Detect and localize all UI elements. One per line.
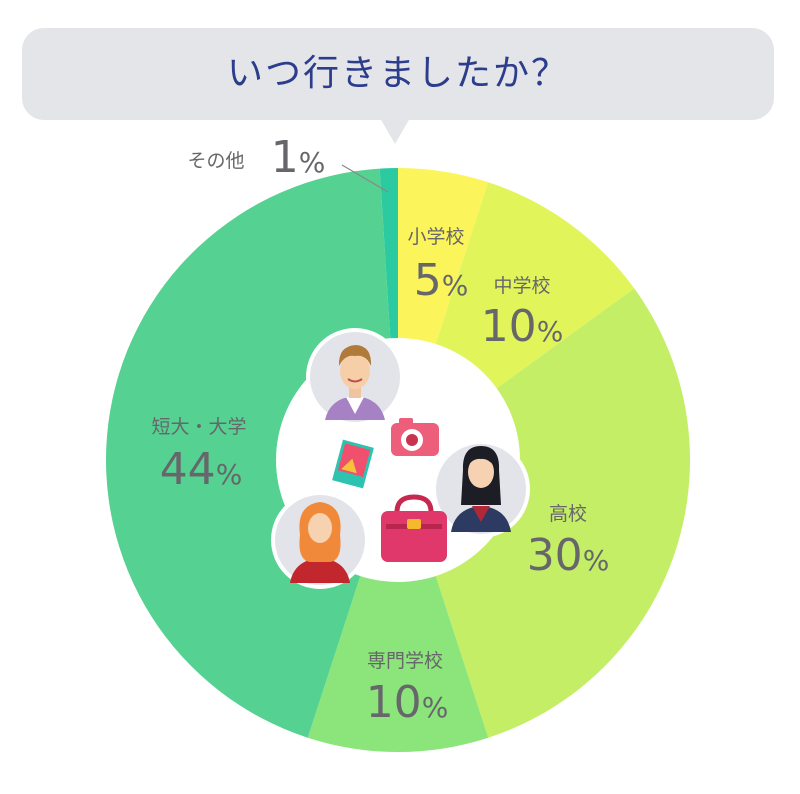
girl-avatar-icon <box>436 444 526 534</box>
woman-avatar-icon <box>275 495 365 585</box>
pct-junior-high-value: 10 <box>481 301 537 352</box>
label-high-school: 高校 <box>549 503 587 525</box>
pct-other: 1% <box>271 132 326 183</box>
slice-4 <box>106 168 398 738</box>
title-bubble <box>22 28 774 120</box>
boy-avatar-icon <box>310 332 400 422</box>
camera-icon <box>391 418 439 456</box>
pct-college: 44% <box>160 444 243 495</box>
pct-college-value: 44 <box>160 444 216 495</box>
photo-icon <box>332 439 374 489</box>
bag-icon <box>381 494 447 562</box>
pct-other-value: 1 <box>271 132 299 183</box>
slice-2 <box>398 288 690 738</box>
label-college: 短大・大学 <box>151 416 246 438</box>
label-other: その他 <box>187 150 244 172</box>
pct-junior-high: 10% <box>481 301 564 352</box>
pct-high-school-value: 30 <box>527 530 583 581</box>
other-leader-line <box>341 164 389 193</box>
pct-high-school: 30% <box>527 530 610 581</box>
pct-elementary-value: 5 <box>414 255 442 306</box>
label-elementary: 小学校 <box>407 226 464 248</box>
title-bubble-tail <box>380 118 410 144</box>
slice-3 <box>307 460 489 753</box>
label-junior-high: 中学校 <box>493 275 550 297</box>
pct-vocational-value: 10 <box>366 677 422 728</box>
label-vocational: 専門学校 <box>367 650 443 672</box>
pct-elementary: 5% <box>414 255 469 306</box>
chart-title: いつ行きましたか？ <box>226 53 569 94</box>
pct-vocational: 10% <box>366 677 449 728</box>
